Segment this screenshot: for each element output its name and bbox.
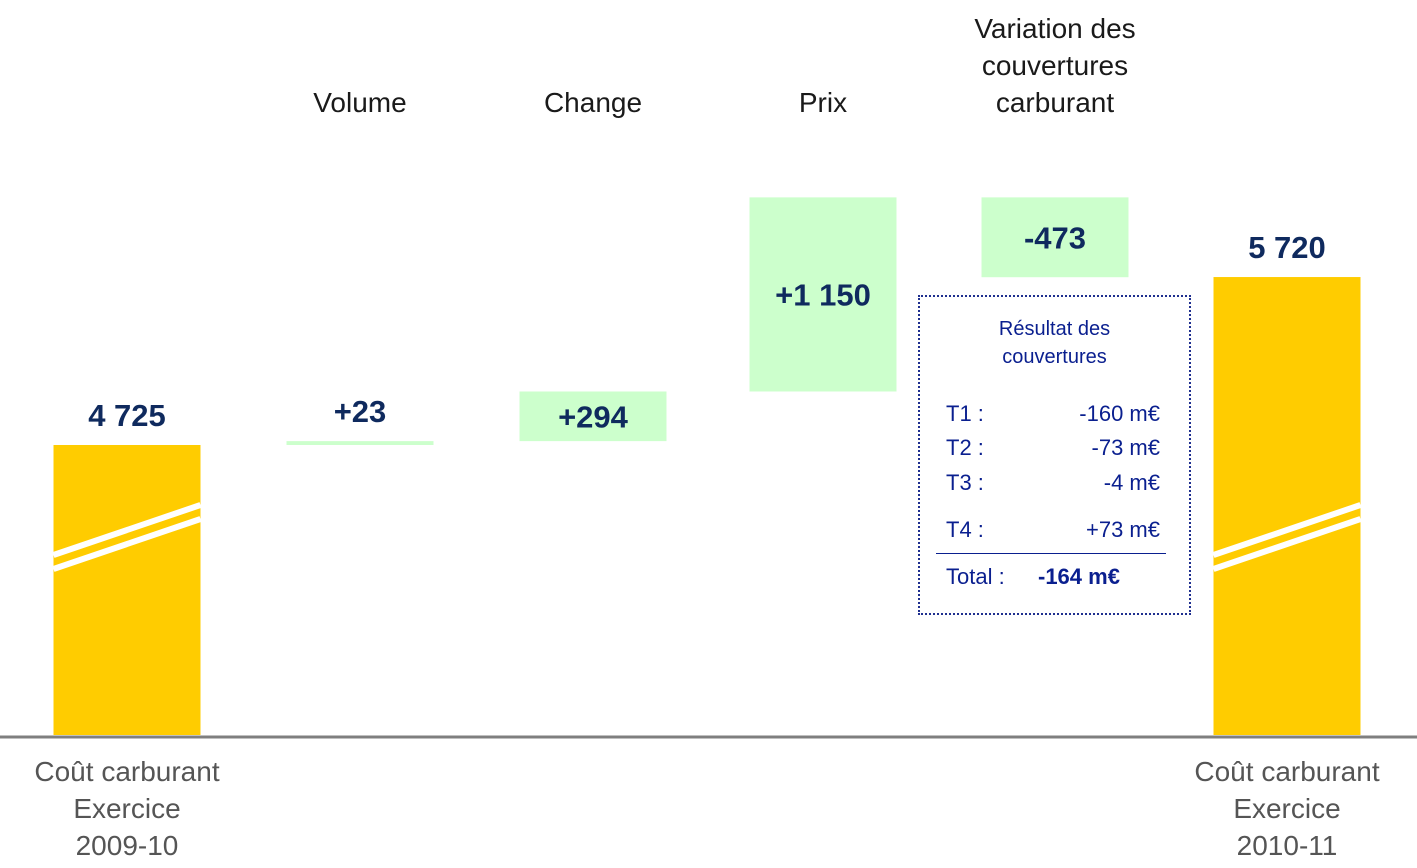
category-label: Coût carburant Exercice 2010-11: [1157, 753, 1417, 864]
hedge-row: T1 : -160 m€: [946, 401, 1160, 431]
category-label: Change: [463, 84, 723, 121]
category-label: Prix: [693, 84, 953, 121]
total-bar: [54, 445, 201, 735]
total-bar: [1214, 277, 1361, 735]
category-label: Volume: [230, 84, 490, 121]
value-label: +294: [558, 399, 629, 434]
hedge-row: T4 : +73 m€: [946, 517, 1160, 547]
row-value: -73 m€: [1092, 435, 1160, 461]
chart: 4 725 +23 +294 +1 150 -473 5 720: [0, 0, 1417, 868]
row-value: +73 m€: [1086, 517, 1160, 543]
hedge-total: Total : -164 m€: [946, 564, 1160, 594]
hedge-row: T2 : -73 m€: [946, 435, 1160, 465]
value-label: -473: [1024, 220, 1086, 255]
row-value: -4 m€: [1104, 470, 1160, 496]
value-label: 4 725: [88, 398, 166, 433]
change-bar: [287, 441, 434, 445]
box-title: Résultat des couvertures: [920, 315, 1189, 371]
row-label: T2 :: [946, 435, 984, 461]
hedging-result-box: Résultat des couvertures T1 : -160 m€ T2 : -…: [918, 295, 1191, 615]
row-value: -160 m€: [1079, 401, 1160, 427]
total-value: -164 m€: [1038, 564, 1120, 590]
separator: [936, 553, 1166, 554]
row-label: T3 :: [946, 470, 984, 496]
category-label: Coût carburant Exercice 2009-10: [0, 753, 257, 864]
row-label: T4 :: [946, 517, 984, 543]
total-label: Total :: [946, 564, 1005, 590]
value-label: +1 150: [775, 277, 871, 312]
category-label: Variation des couvertures carburant: [925, 10, 1185, 121]
page: {"chart_data": {"type": "waterfall", "ca…: [0, 0, 1417, 868]
row-label: T1 :: [946, 401, 984, 427]
hedge-row: T3 : -4 m€: [946, 470, 1160, 500]
value-label: 5 720: [1248, 230, 1326, 265]
value-label: +23: [334, 394, 387, 429]
